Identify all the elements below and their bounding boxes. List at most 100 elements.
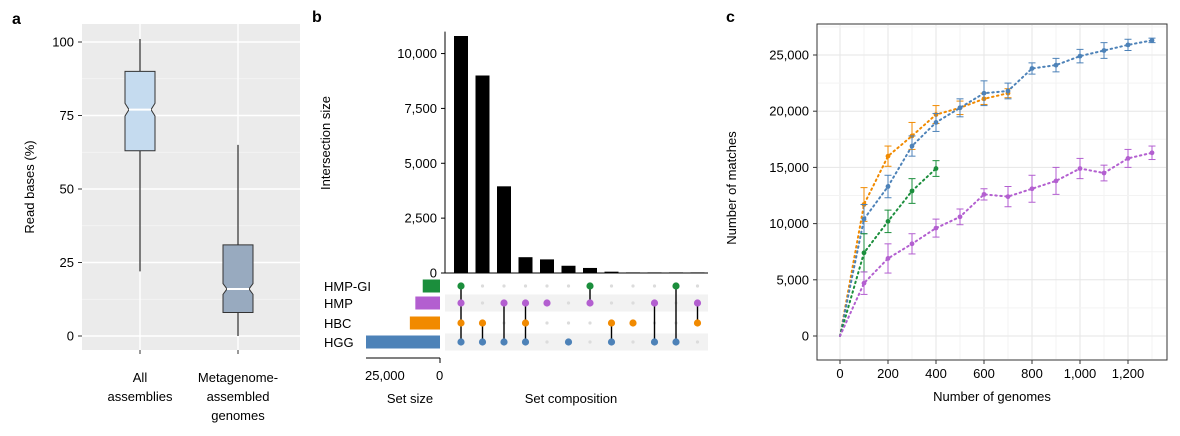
y-tick-label: 10,000: [397, 46, 437, 61]
y-tick-label: 10,000: [769, 216, 809, 231]
data-point: [861, 216, 867, 222]
data-point: [909, 241, 915, 247]
panel-label-b: b: [312, 9, 322, 26]
x-tick-label: 200: [877, 366, 899, 381]
x-tick-label: 1,000: [1064, 366, 1097, 381]
category-label: genomes: [211, 408, 265, 423]
x-tick-label: 0: [836, 366, 843, 381]
set-size-bar: [415, 296, 440, 310]
intersection-bar: [518, 257, 533, 273]
upset-set-size-bars: [366, 279, 440, 349]
setsize-axis-title: Set size: [387, 391, 433, 406]
matrix-dot: [586, 299, 594, 307]
boxplot-boxes: [124, 39, 254, 354]
matrix-empty-dot: [695, 284, 700, 288]
matrix-empty-dot: [480, 284, 485, 288]
matrix-row-shade: [445, 294, 708, 312]
matrix-empty-dot: [502, 284, 506, 288]
data-point: [1101, 48, 1107, 53]
matrix-dot: [650, 338, 659, 346]
matrix-row-shade: [445, 333, 708, 351]
y-tick-label: 50: [60, 182, 74, 197]
data-point: [1053, 62, 1059, 68]
y-tick-label: 7,500: [404, 101, 437, 116]
matrix-empty-dot: [588, 340, 592, 344]
box-body: [124, 70, 156, 152]
intersection-bar: [540, 259, 554, 273]
matrix-dot: [629, 319, 637, 327]
matrix-empty-dot: [566, 321, 571, 325]
matrix-empty-dot: [631, 340, 635, 344]
boxplot-background: [82, 24, 300, 350]
upset-matrix: [445, 282, 708, 351]
matrix-empty-dot: [545, 321, 549, 325]
setsize-tick-0: 0: [436, 368, 443, 383]
data-point: [957, 105, 963, 111]
category-label: assemblies: [107, 389, 173, 404]
data-point: [885, 218, 891, 224]
upset-set-names: HMP-GI HMP HBC HGG: [324, 279, 371, 350]
category-label: assembled: [207, 389, 270, 404]
box-body: [222, 244, 254, 313]
set-name: HGG: [324, 335, 354, 350]
line-x-axis-title: Number of genomes: [933, 389, 1051, 404]
upset-intersection-bars: [454, 36, 705, 273]
set-size-bar: [422, 279, 440, 293]
matrix-dot: [457, 338, 465, 346]
set-name: HMP-GI: [324, 279, 371, 294]
intersection-bar: [604, 271, 619, 273]
matrix-dot: [500, 338, 508, 346]
matrix-empty-dot: [566, 284, 571, 288]
boxplot-panel: 0 25 50 75 100 All assemblies Metagenome-assem…: [22, 24, 300, 423]
data-point: [981, 191, 987, 197]
series-line: [839, 151, 1153, 337]
data-point: [933, 166, 939, 171]
set-name: HBC: [324, 316, 351, 331]
x-tick-label: 600: [973, 366, 995, 381]
data-point: [933, 120, 939, 125]
y-tick-label: 15,000: [769, 160, 809, 175]
y-tick-label: 100: [52, 35, 74, 50]
x-tick-label: 400: [925, 366, 947, 381]
data-point: [1029, 66, 1035, 71]
data-point: [861, 250, 867, 256]
matrix-empty-dot: [609, 301, 614, 305]
line-series: [839, 37, 1156, 337]
y-tick-label: 25,000: [769, 48, 809, 63]
y-tick-label: 5,000: [776, 272, 809, 287]
data-point: [957, 214, 963, 220]
data-point: [909, 143, 915, 149]
matrix-empty-dot: [545, 284, 549, 288]
data-point: [885, 184, 891, 189]
set-size-bar: [366, 335, 440, 349]
intersection-bar: [475, 75, 490, 273]
data-point: [1029, 186, 1035, 192]
matrix-dot: [672, 282, 680, 290]
x-tick-label: 800: [1021, 366, 1043, 381]
data-point: [1077, 53, 1083, 59]
matrix-dot: [693, 299, 702, 307]
matrix-dot: [500, 299, 508, 307]
matrix-dot: [650, 299, 659, 307]
data-point: [1053, 178, 1059, 184]
data-point: [981, 90, 987, 96]
matrix-dot: [693, 319, 702, 327]
set-name: HMP: [324, 296, 353, 311]
boxplot-x-labels: All assemblies Metagenome-assembled genomes: [107, 370, 278, 423]
y-tick-label: 0: [67, 329, 74, 344]
intersection-bar: [561, 265, 576, 273]
matrix-dot: [521, 338, 530, 346]
matrix-dot: [521, 319, 530, 327]
y-tick-label: 0: [802, 329, 809, 344]
set-composition-axis-title: Set composition: [525, 391, 618, 406]
upset-y-axis-title: Intersection size: [318, 96, 333, 190]
series-line: [839, 39, 1153, 337]
data-point: [1149, 150, 1155, 156]
matrix-empty-dot: [545, 340, 549, 344]
matrix-empty-dot: [566, 301, 571, 305]
set-size-bar: [409, 316, 440, 330]
upset-panel: 0 2,500 5,000 7,500 10,000 Intersection size…: [318, 31, 708, 406]
data-point: [1125, 42, 1131, 48]
panel-label-a: a: [12, 11, 21, 28]
